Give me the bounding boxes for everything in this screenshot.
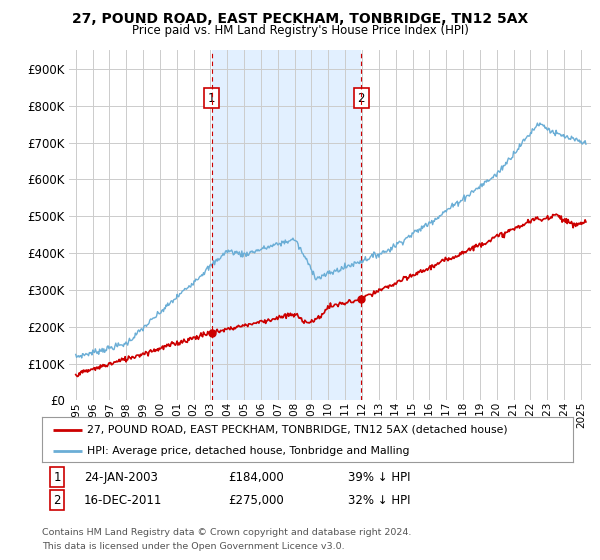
Text: 32% ↓ HPI: 32% ↓ HPI xyxy=(348,493,410,507)
Text: This data is licensed under the Open Government Licence v3.0.: This data is licensed under the Open Gov… xyxy=(42,542,344,550)
Text: 27, POUND ROAD, EAST PECKHAM, TONBRIDGE, TN12 5AX: 27, POUND ROAD, EAST PECKHAM, TONBRIDGE,… xyxy=(72,12,528,26)
Text: 2: 2 xyxy=(358,92,365,105)
Text: £184,000: £184,000 xyxy=(228,470,284,484)
Text: 1: 1 xyxy=(53,470,61,484)
Text: HPI: Average price, detached house, Tonbridge and Malling: HPI: Average price, detached house, Tonb… xyxy=(87,446,410,456)
Text: Contains HM Land Registry data © Crown copyright and database right 2024.: Contains HM Land Registry data © Crown c… xyxy=(42,528,412,536)
Text: 24-JAN-2003: 24-JAN-2003 xyxy=(84,470,158,484)
Text: Price paid vs. HM Land Registry's House Price Index (HPI): Price paid vs. HM Land Registry's House … xyxy=(131,24,469,37)
Text: 16-DEC-2011: 16-DEC-2011 xyxy=(84,493,163,507)
Text: 27, POUND ROAD, EAST PECKHAM, TONBRIDGE, TN12 5AX (detached house): 27, POUND ROAD, EAST PECKHAM, TONBRIDGE,… xyxy=(87,424,508,435)
Text: £275,000: £275,000 xyxy=(228,493,284,507)
Text: 2: 2 xyxy=(53,493,61,507)
Text: 1: 1 xyxy=(208,92,215,105)
Text: 39% ↓ HPI: 39% ↓ HPI xyxy=(348,470,410,484)
Bar xyxy=(212,50,361,400)
